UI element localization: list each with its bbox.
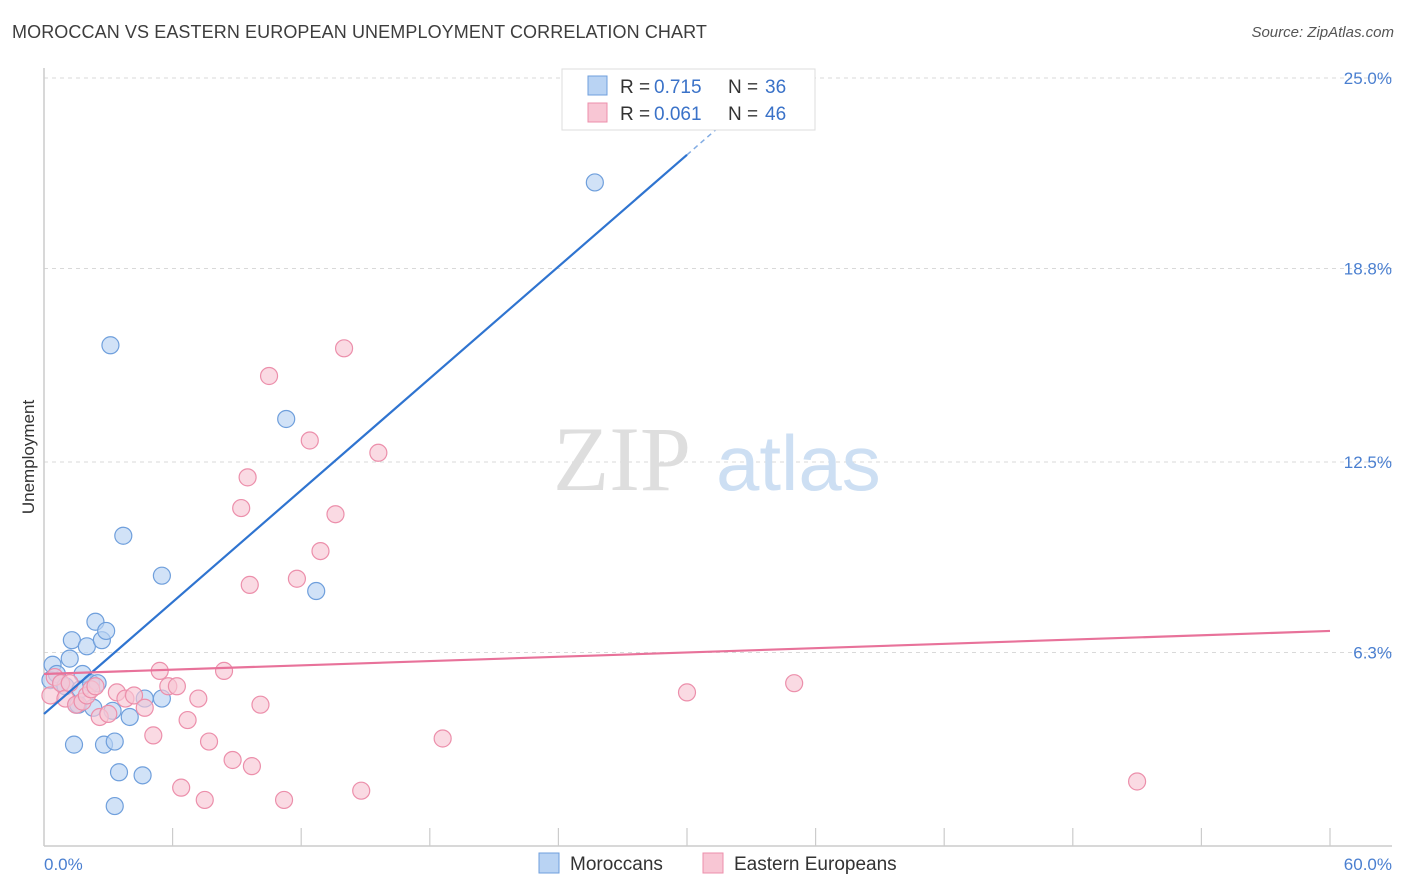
eastern-europeans-point-22 (189, 689, 208, 708)
moroccans-point-17 (97, 621, 116, 641)
eastern-swatch (587, 102, 608, 123)
moroccans-points (41, 173, 604, 816)
moroccans-point-18 (64, 735, 84, 754)
eastern-europeans-point-28 (242, 757, 262, 776)
eastern-europeans-point-36 (311, 541, 330, 561)
moroccans-point-25 (105, 796, 124, 816)
eastern-europeans-point-31 (240, 575, 259, 594)
eastern-europeans-point-20 (172, 778, 191, 797)
eastern-europeans-point-40 (369, 443, 388, 462)
eastern-europeans-point-29 (251, 695, 270, 714)
eastern-europeans-points (41, 339, 1147, 810)
x-tick-labels: 0.0% 60.0% (44, 855, 1392, 874)
moroccans-point-28 (101, 336, 120, 355)
legend-n-label-2: N = (728, 104, 758, 125)
eastern-europeans-point-19 (167, 677, 186, 696)
eastern-europeans-point-44 (1127, 772, 1147, 791)
eastern-europeans-point-11 (99, 704, 118, 724)
y-tick-label-0: 6.3% (1353, 643, 1392, 662)
eastern-europeans-point-34 (287, 569, 307, 588)
eastern-europeans-point-15 (135, 698, 154, 717)
eastern-europeans-point-21 (178, 710, 197, 730)
moroccans-point-24 (133, 766, 152, 785)
moroccans-point-23 (120, 707, 139, 727)
stats-legend: R = 0.715 N = 36 R = 0.061 N = 46 (561, 68, 816, 131)
moroccans-swatch (587, 75, 608, 96)
bottom-moroccans-swatch (538, 852, 560, 874)
eastern-europeans-point-37 (326, 505, 345, 524)
series-legend: Moroccans Eastern Europeans (538, 852, 897, 875)
eastern-europeans-point-42 (677, 683, 697, 702)
moroccans-point-21 (109, 763, 129, 782)
axes (43, 68, 1392, 847)
eastern-europeans-point-14 (124, 686, 144, 705)
legend-r-value-1: 0.715 (654, 77, 702, 98)
trend-lines (43, 98, 1331, 715)
watermark-atlas: atlas (716, 419, 881, 507)
x-tick-label-max: 60.0% (1344, 855, 1392, 874)
y-tick-labels: 6.3% 12.5% 18.8% 25.0% (1344, 69, 1392, 662)
bottom-eastern-swatch (702, 852, 724, 874)
bottom-moroccans-label: Moroccans (570, 854, 663, 875)
moroccans-point-29 (114, 526, 133, 545)
eastern-europeans-point-25 (214, 661, 234, 680)
y-tick-label-2: 18.8% (1344, 259, 1392, 278)
eastern-europeans-point-27 (232, 498, 251, 518)
legend-n-value-1: 36 (765, 77, 786, 98)
watermark: ZIP atlas (553, 408, 881, 510)
legend-r-label-2: R = (620, 104, 650, 125)
moroccans-point-30 (152, 566, 171, 585)
eastern-europeans-trend-line (43, 629, 1331, 676)
moroccans-point-20 (105, 732, 124, 751)
y-axis-title: Unemployment (19, 400, 38, 515)
eastern-europeans-point-9 (86, 677, 105, 696)
watermark-zip: ZIP (553, 408, 691, 510)
eastern-europeans-point-35 (300, 431, 319, 450)
eastern-europeans-point-38 (334, 339, 354, 358)
eastern-europeans-point-43 (785, 674, 804, 693)
moroccans-point-31 (277, 409, 296, 429)
eastern-europeans-point-23 (195, 790, 214, 810)
eastern-europeans-point-24 (199, 732, 219, 751)
legend-r-label-1: R = (620, 77, 650, 98)
moroccans-point-5 (60, 649, 79, 668)
eastern-europeans-point-26 (223, 750, 242, 770)
chart-title: MOROCCAN VS EASTERN EUROPEAN UNEMPLOYMEN… (12, 22, 707, 42)
legend-n-value-2: 46 (765, 104, 786, 125)
eastern-europeans-point-32 (259, 366, 279, 386)
eastern-europeans-point-33 (274, 790, 294, 810)
legend-n-label-1: N = (728, 77, 758, 98)
bottom-eastern-label: Eastern Europeans (734, 854, 897, 875)
x-tick-label-min: 0.0% (44, 855, 83, 874)
legend-r-value-2: 0.061 (654, 104, 702, 125)
eastern-europeans-point-39 (352, 781, 371, 800)
moroccans-point-33 (585, 173, 604, 192)
eastern-europeans-point-30 (238, 468, 257, 487)
y-tick-label-3: 25.0% (1344, 69, 1392, 88)
moroccans-trend-line (43, 153, 688, 715)
eastern-europeans-point-4 (60, 674, 79, 693)
y-tick-label-1: 12.5% (1344, 453, 1392, 472)
source-label: Source: ZipAtlas.com (1251, 24, 1394, 41)
eastern-europeans-point-16 (144, 726, 163, 745)
eastern-europeans-point-41 (433, 729, 452, 748)
moroccans-point-32 (307, 581, 326, 601)
